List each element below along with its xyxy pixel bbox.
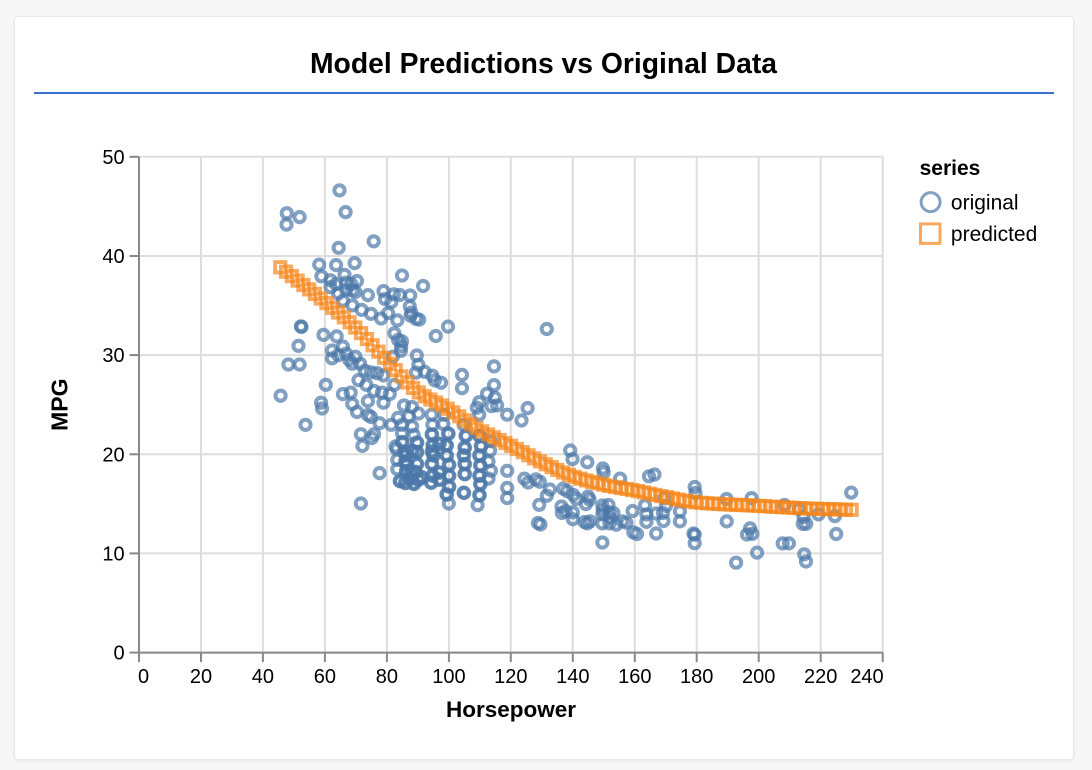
svg-text:predicted: predicted (951, 223, 1037, 246)
svg-text:0: 0 (113, 643, 124, 665)
svg-text:40: 40 (102, 246, 124, 268)
svg-text:220: 220 (804, 666, 837, 688)
svg-text:160: 160 (618, 666, 651, 688)
svg-text:original: original (951, 192, 1019, 215)
svg-text:140: 140 (556, 666, 589, 688)
svg-text:40: 40 (252, 666, 274, 688)
svg-text:20: 20 (190, 666, 212, 688)
svg-text:0: 0 (138, 666, 149, 688)
svg-text:60: 60 (314, 666, 336, 688)
svg-text:series: series (920, 157, 981, 180)
svg-text:30: 30 (102, 345, 124, 367)
svg-text:80: 80 (376, 666, 398, 688)
svg-text:Horsepower: Horsepower (446, 697, 576, 722)
svg-text:180: 180 (680, 666, 713, 688)
svg-text:240: 240 (850, 666, 883, 688)
svg-text:10: 10 (102, 543, 124, 565)
svg-text:100: 100 (432, 666, 465, 688)
svg-text:200: 200 (742, 666, 775, 688)
svg-text:20: 20 (102, 444, 124, 466)
svg-text:120: 120 (494, 666, 527, 688)
svg-text:50: 50 (102, 147, 124, 169)
svg-text:MPG: MPG (47, 379, 73, 431)
